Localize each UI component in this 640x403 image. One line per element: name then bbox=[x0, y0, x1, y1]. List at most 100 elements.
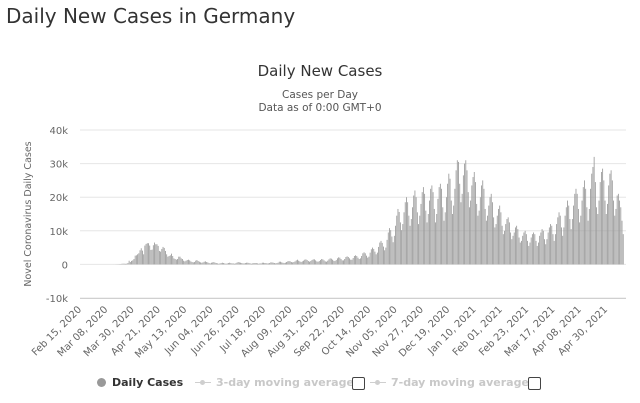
bar[interactable] bbox=[389, 228, 390, 265]
bar[interactable] bbox=[246, 262, 248, 265]
bar[interactable] bbox=[621, 220, 623, 265]
bar[interactable] bbox=[270, 262, 272, 265]
bar[interactable] bbox=[369, 252, 371, 265]
bar[interactable] bbox=[257, 263, 258, 265]
bar[interactable] bbox=[230, 263, 232, 265]
bar[interactable] bbox=[484, 208, 486, 265]
bar[interactable] bbox=[508, 222, 510, 265]
bar[interactable] bbox=[525, 234, 527, 265]
bar[interactable] bbox=[243, 263, 245, 265]
bar[interactable] bbox=[399, 222, 401, 265]
bar[interactable] bbox=[275, 263, 277, 265]
bar[interactable] bbox=[603, 180, 605, 265]
bar[interactable] bbox=[221, 262, 223, 265]
bar[interactable] bbox=[553, 240, 555, 265]
bar[interactable] bbox=[450, 200, 452, 265]
bar[interactable] bbox=[251, 263, 252, 265]
bar[interactable] bbox=[414, 190, 416, 265]
bar[interactable] bbox=[274, 263, 275, 265]
bar[interactable] bbox=[297, 259, 298, 265]
bar[interactable] bbox=[396, 215, 398, 265]
bar[interactable] bbox=[616, 195, 618, 265]
bar[interactable] bbox=[374, 251, 376, 265]
bar[interactable] bbox=[282, 262, 284, 265]
bar[interactable] bbox=[584, 180, 585, 265]
bar[interactable] bbox=[306, 260, 308, 265]
bar[interactable] bbox=[534, 234, 536, 265]
bar[interactable] bbox=[592, 166, 594, 265]
bar[interactable] bbox=[286, 262, 287, 265]
bar[interactable] bbox=[461, 193, 463, 265]
bar[interactable] bbox=[608, 185, 610, 265]
bar[interactable] bbox=[265, 263, 267, 265]
bar[interactable] bbox=[127, 263, 129, 265]
bar[interactable] bbox=[137, 254, 139, 265]
bar[interactable] bbox=[335, 260, 337, 265]
bar[interactable] bbox=[278, 261, 280, 265]
bar[interactable] bbox=[311, 260, 313, 265]
bar[interactable] bbox=[148, 243, 149, 265]
bar[interactable] bbox=[178, 256, 180, 265]
bar[interactable] bbox=[163, 247, 165, 265]
bar[interactable] bbox=[427, 214, 429, 265]
bar[interactable] bbox=[171, 253, 172, 265]
bar[interactable] bbox=[313, 259, 315, 265]
bar[interactable] bbox=[254, 263, 256, 265]
bar[interactable] bbox=[502, 234, 504, 265]
bar[interactable] bbox=[556, 224, 558, 265]
bar[interactable] bbox=[236, 262, 238, 265]
bar[interactable] bbox=[552, 234, 554, 265]
bar[interactable] bbox=[395, 225, 396, 265]
bar[interactable] bbox=[301, 261, 303, 265]
bar[interactable] bbox=[600, 172, 602, 265]
bar[interactable] bbox=[248, 263, 250, 265]
bar[interactable] bbox=[596, 207, 597, 265]
bar[interactable] bbox=[482, 180, 484, 265]
bar[interactable] bbox=[524, 230, 526, 265]
bar[interactable] bbox=[573, 205, 574, 265]
bar[interactable] bbox=[447, 183, 449, 265]
bar[interactable] bbox=[255, 263, 257, 265]
bar[interactable] bbox=[539, 235, 541, 265]
bar[interactable] bbox=[327, 260, 329, 265]
bar[interactable] bbox=[442, 207, 444, 265]
bar[interactable] bbox=[298, 260, 300, 265]
bar[interactable] bbox=[126, 263, 128, 265]
bar[interactable] bbox=[522, 235, 524, 265]
bar[interactable] bbox=[358, 259, 360, 265]
bar[interactable] bbox=[620, 207, 622, 265]
bar[interactable] bbox=[315, 260, 317, 265]
bar[interactable] bbox=[353, 256, 355, 265]
bar[interactable] bbox=[610, 170, 612, 265]
bar[interactable] bbox=[385, 247, 387, 265]
bar[interactable] bbox=[569, 219, 571, 265]
bar[interactable] bbox=[598, 200, 600, 265]
bar[interactable] bbox=[456, 160, 458, 265]
bar[interactable] bbox=[426, 222, 428, 265]
bar[interactable] bbox=[500, 212, 502, 265]
bar[interactable] bbox=[131, 260, 132, 265]
bar[interactable] bbox=[214, 262, 216, 265]
bar[interactable] bbox=[528, 245, 530, 265]
bar[interactable] bbox=[477, 215, 479, 265]
bar[interactable] bbox=[604, 200, 606, 265]
bar[interactable] bbox=[165, 250, 166, 265]
bar[interactable] bbox=[125, 263, 126, 265]
bar[interactable] bbox=[398, 211, 400, 265]
bar[interactable] bbox=[458, 161, 459, 265]
bar[interactable] bbox=[288, 261, 290, 265]
bar[interactable] bbox=[472, 177, 474, 265]
bar[interactable] bbox=[328, 259, 330, 265]
bar[interactable] bbox=[574, 193, 576, 265]
bar[interactable] bbox=[295, 260, 297, 265]
bar[interactable] bbox=[190, 261, 192, 265]
bar[interactable] bbox=[229, 262, 231, 265]
bar[interactable] bbox=[149, 245, 151, 265]
bar[interactable] bbox=[157, 245, 159, 265]
bar[interactable] bbox=[527, 240, 528, 265]
bar[interactable] bbox=[303, 260, 304, 265]
bar[interactable] bbox=[360, 258, 361, 265]
bar[interactable] bbox=[195, 260, 197, 265]
bar[interactable] bbox=[185, 260, 187, 265]
bar[interactable] bbox=[415, 197, 417, 265]
